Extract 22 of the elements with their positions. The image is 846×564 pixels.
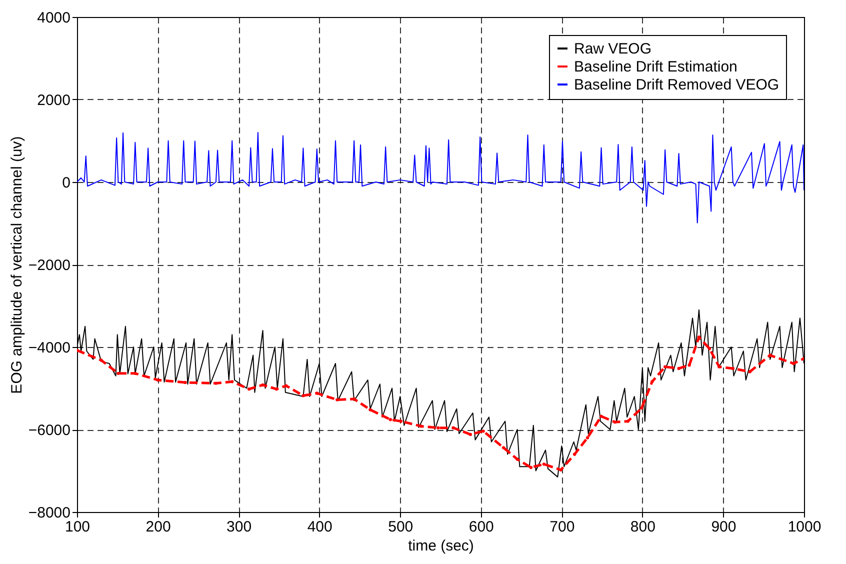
y-tick-label: 4000 [37,10,70,26]
x-tick-label: 100 [64,518,90,536]
legend-label: Baseline Drift Removed VEOG [574,76,780,94]
x-tick-label: 600 [468,518,494,536]
y-tick-label: 0 [62,174,70,192]
x-tick-label: 1000 [788,518,822,536]
y-tick-label: −2000 [28,257,70,274]
x-tick-label: 700 [550,518,575,536]
x-tick-label: 400 [307,518,332,536]
x-tick-label: 200 [146,518,171,536]
y-tick-label: −6000 [28,422,70,439]
x-tick-label: 500 [388,518,414,536]
legend-label: Baseline Drift Estimation [574,58,738,76]
y-tick-label: 2000 [37,92,70,109]
x-tick-label: 300 [226,518,252,536]
y-tick-label: −8000 [28,504,70,522]
y-tick-label: −4000 [28,340,70,356]
legend-label: Raw VEOG [574,40,652,58]
x-axis-title: time (sec) [408,538,474,554]
x-tick-label: 900 [711,518,736,536]
y-axis-title: EOG amplitude of vertical channel (uv) [8,136,26,394]
x-tick-label: 800 [630,518,656,536]
